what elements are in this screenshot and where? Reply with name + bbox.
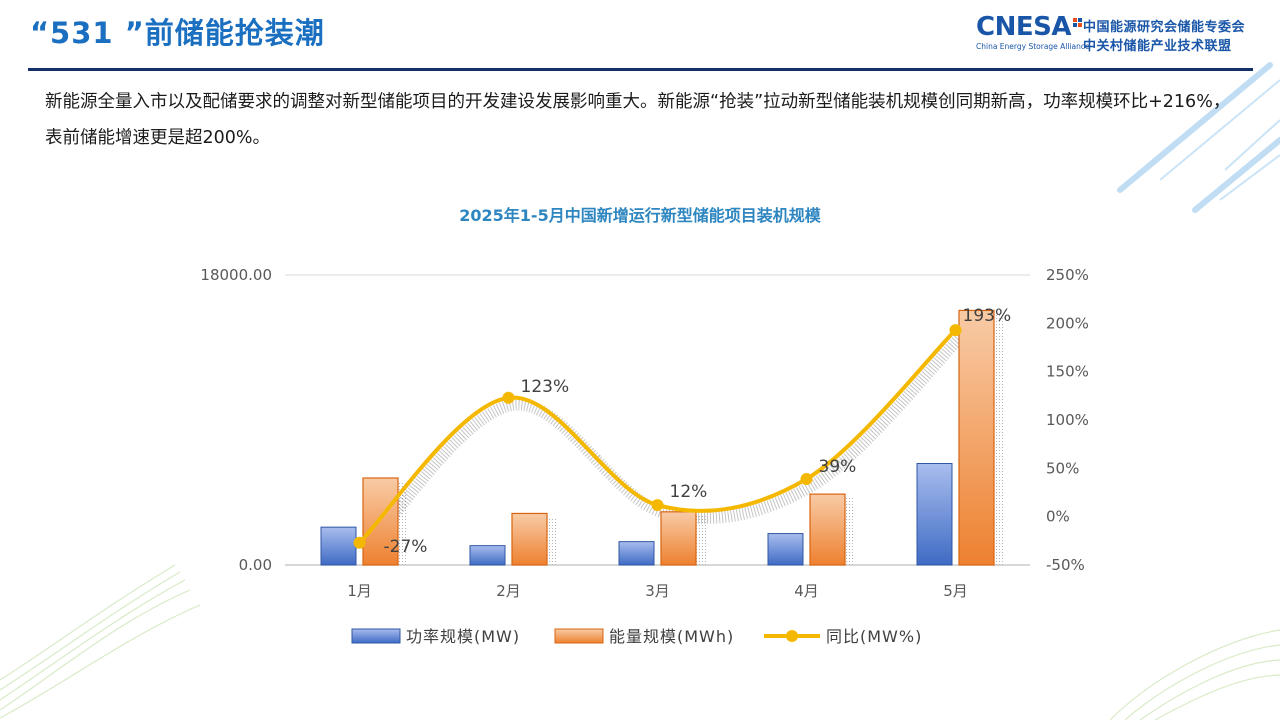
title-divider (28, 68, 1253, 71)
bar-power (469, 545, 506, 566)
y-left-tick-label: 18000.00 (200, 266, 272, 284)
line-data-label: 12% (670, 482, 708, 502)
line-point (800, 472, 813, 485)
bar-energy (660, 511, 697, 566)
legend-swatch-line-marker (786, 630, 798, 642)
bar-power (916, 463, 953, 566)
line-data-label: 123% (521, 377, 570, 397)
y-right-tick-label: -50% (1046, 556, 1085, 574)
logo-org-line2: 中关村储能产业技术联盟 (1083, 39, 1232, 54)
line-point (651, 499, 664, 512)
y-right-tick-label: 200% (1046, 314, 1089, 332)
logo-wordmark: CNESA (976, 12, 1071, 42)
y-right-tick-label: 50% (1046, 459, 1079, 477)
bar-power (320, 526, 357, 566)
bar-energy (362, 477, 399, 566)
summary-paragraph: 新能源全量入市以及配储要求的调整对新型储能项目的开发建设发展影响重大。新能源“抢… (45, 92, 1231, 148)
line-data-label: 39% (819, 457, 857, 477)
x-tick-label: 5月 (943, 582, 968, 600)
slide-title: “531 ”前储能抢装潮 (30, 16, 325, 50)
line-point (502, 391, 515, 404)
x-tick-label: 3月 (645, 582, 670, 600)
legend-swatch-power (351, 628, 401, 644)
y-right-tick-label: 150% (1046, 363, 1089, 381)
x-tick-label: 2月 (496, 582, 521, 600)
legend-label-power: 功率规模(MW) (406, 627, 520, 646)
y-left-tick-label: 0.00 (239, 556, 272, 574)
legend-swatch-energy (554, 628, 604, 644)
chart-title: 2025年1-5月中国新增运行新型储能项目装机规模 (459, 206, 821, 225)
y-right-tick-label: 250% (1046, 266, 1089, 284)
line-data-label: -27% (384, 537, 428, 557)
line-point (353, 536, 366, 549)
line-data-label: 193% (963, 306, 1012, 326)
bar-energy (511, 512, 548, 566)
x-tick-label: 4月 (794, 582, 819, 600)
y-right-tick-label: 100% (1046, 411, 1089, 429)
logo-mark-icon (1073, 18, 1082, 27)
bar-energy (809, 493, 846, 566)
bar-power (618, 541, 655, 566)
bar-energy (958, 309, 995, 566)
legend-label-yoy: 同比(MW%) (826, 627, 922, 646)
line-point (949, 324, 962, 337)
y-right-tick-label: 0% (1046, 508, 1070, 526)
logo-org-line1: 中国能源研究会储能专委会 (1083, 20, 1246, 35)
logo-subtitle: China Energy Storage Alliance (976, 42, 1090, 51)
x-tick-label: 1月 (347, 582, 372, 600)
legend-label-energy: 能量规模(MWh) (609, 627, 734, 646)
cnesa-logo: CNESA China Energy Storage Alliance 中国能源… (976, 12, 1266, 54)
line-shadow (360, 332, 965, 555)
bar-power (767, 533, 804, 566)
